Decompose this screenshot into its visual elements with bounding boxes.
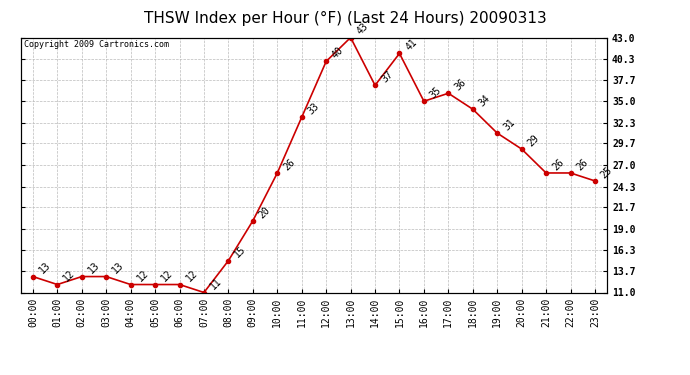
Text: THSW Index per Hour (°F) (Last 24 Hours) 20090313: THSW Index per Hour (°F) (Last 24 Hours)… bbox=[144, 11, 546, 26]
Text: 20: 20 bbox=[257, 205, 273, 220]
Text: 13: 13 bbox=[86, 260, 101, 276]
Text: 34: 34 bbox=[477, 93, 493, 108]
Text: 26: 26 bbox=[550, 157, 566, 172]
Text: 12: 12 bbox=[135, 268, 150, 284]
Text: 15: 15 bbox=[233, 244, 248, 260]
Text: 43: 43 bbox=[355, 21, 370, 37]
Text: 40: 40 bbox=[331, 45, 346, 61]
Text: 11: 11 bbox=[208, 276, 224, 292]
Text: 35: 35 bbox=[428, 85, 444, 100]
Text: 41: 41 bbox=[404, 37, 419, 52]
Text: 36: 36 bbox=[453, 77, 468, 93]
Text: 26: 26 bbox=[282, 157, 297, 172]
Text: 12: 12 bbox=[184, 268, 199, 284]
Text: 12: 12 bbox=[61, 268, 77, 284]
Text: 31: 31 bbox=[502, 117, 517, 132]
Text: 12: 12 bbox=[159, 268, 175, 284]
Text: Copyright 2009 Cartronics.com: Copyright 2009 Cartronics.com bbox=[23, 40, 168, 49]
Text: 13: 13 bbox=[37, 260, 52, 276]
Text: 13: 13 bbox=[110, 260, 126, 276]
Text: 33: 33 bbox=[306, 101, 322, 116]
Text: 26: 26 bbox=[575, 157, 590, 172]
Text: 25: 25 bbox=[599, 165, 615, 180]
Text: 37: 37 bbox=[380, 69, 395, 84]
Text: 29: 29 bbox=[526, 133, 541, 148]
